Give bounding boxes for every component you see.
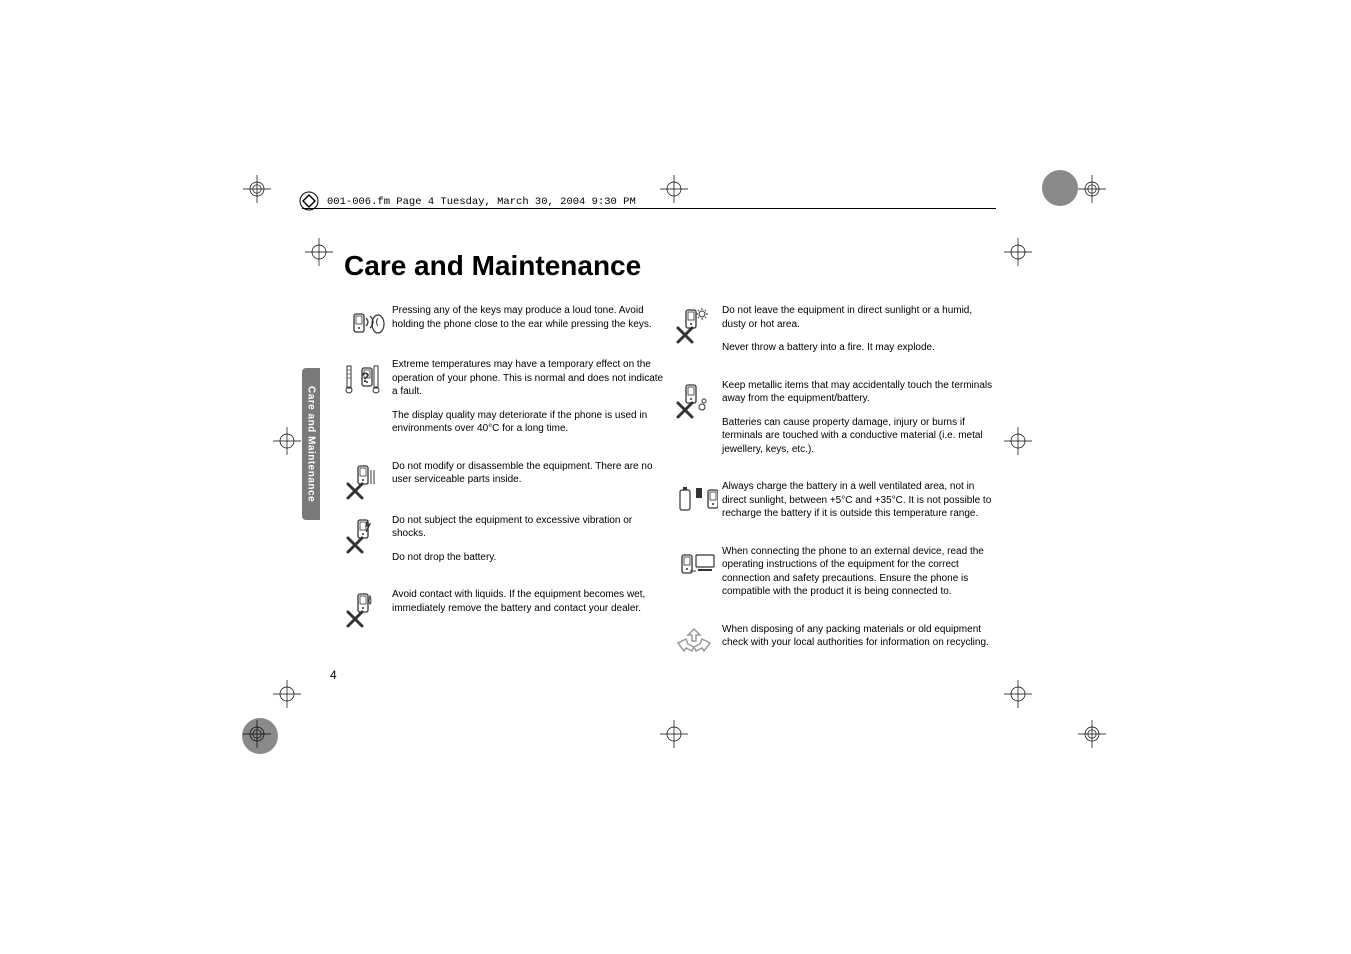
- right-column: Do not leave the equipment in direct sun…: [674, 304, 996, 677]
- care-item-text: Extreme temperatures may have a temporar…: [388, 358, 666, 446]
- care-item-text: Do not subject the equipment to excessiv…: [388, 514, 666, 575]
- care-item: Pressing any of the keys may produce a l…: [344, 304, 666, 344]
- care-item-text: When connecting the phone to an external…: [718, 545, 996, 609]
- grey-dot-icon: [1042, 170, 1078, 206]
- phone-x-shock-icon: [344, 514, 388, 554]
- care-item-paragraph: Do not leave the equipment in direct sun…: [722, 304, 996, 331]
- care-item: Do not modify or disassemble the equipme…: [344, 460, 666, 500]
- left-column: Pressing any of the keys may produce a l…: [344, 304, 666, 677]
- care-item: ? Extreme temperatures may have a tempora…: [344, 358, 666, 446]
- svg-text:?: ?: [361, 369, 370, 385]
- phone-x-disassemble-icon: [344, 460, 388, 500]
- page-title: Care and Maintenance: [344, 250, 996, 282]
- care-item-text: Pressing any of the keys may produce a l…: [388, 304, 666, 341]
- care-item-paragraph: When connecting the phone to an external…: [722, 545, 996, 599]
- thermometer-question-icon: ?: [344, 358, 388, 398]
- care-item-paragraph: Do not subject the equipment to excessiv…: [392, 514, 666, 541]
- registration-mark-icon: [1004, 680, 1032, 708]
- running-header: 001-006.fm Page 4 Tuesday, March 30, 200…: [327, 196, 636, 208]
- phone-x-liquid-icon: [344, 588, 388, 628]
- care-item-paragraph: Pressing any of the keys may produce a l…: [392, 304, 666, 331]
- care-item-paragraph: Avoid contact with liquids. If the equip…: [392, 588, 666, 615]
- care-item-paragraph: When disposing of any packing materials …: [722, 623, 996, 650]
- care-item-paragraph: Extreme temperatures may have a temporar…: [392, 358, 666, 399]
- registration-mark-icon: [1078, 175, 1106, 203]
- registration-mark-icon: [660, 720, 688, 748]
- care-item: Avoid contact with liquids. If the equip…: [344, 588, 666, 628]
- care-item: Do not leave the equipment in direct sun…: [674, 304, 996, 365]
- care-item-text: Avoid contact with liquids. If the equip…: [388, 588, 666, 625]
- care-item: When disposing of any packing materials …: [674, 623, 996, 663]
- care-item: Always charge the battery in a well vent…: [674, 480, 996, 531]
- registration-mark-icon: [1078, 720, 1106, 748]
- care-item-paragraph: Do not drop the battery.: [392, 551, 666, 565]
- care-item-paragraph: The display quality may deteriorate if t…: [392, 409, 666, 436]
- page: 001-006.fm Page 4 Tuesday, March 30, 200…: [0, 0, 1351, 954]
- two-column-layout: Pressing any of the keys may produce a l…: [344, 304, 996, 677]
- registration-mark-icon: [243, 720, 271, 748]
- header-rule: [302, 208, 996, 209]
- care-item-text: Do not modify or disassemble the equipme…: [388, 460, 666, 497]
- care-item-paragraph: Do not modify or disassemble the equipme…: [392, 460, 666, 487]
- care-item-paragraph: Always charge the battery in a well vent…: [722, 480, 996, 521]
- care-item: Do not subject the equipment to excessiv…: [344, 514, 666, 575]
- care-item-paragraph: Batteries can cause property damage, inj…: [722, 416, 996, 457]
- registration-mark-icon: [1004, 427, 1032, 455]
- header-marker-icon: [296, 188, 322, 214]
- phone-ear-sound-icon: [344, 304, 388, 344]
- care-item-text: Do not leave the equipment in direct sun…: [718, 304, 996, 365]
- care-item-text: Keep metallic items that may accidentall…: [718, 379, 996, 467]
- phone-x-metal-icon: [674, 379, 718, 419]
- care-item-paragraph: Never throw a battery into a fire. It ma…: [722, 341, 996, 355]
- content-area: Care and Maintenance Pressing any of the…: [302, 250, 996, 677]
- phone-external-device-icon: [674, 545, 718, 585]
- registration-mark-icon: [243, 175, 271, 203]
- care-item-paragraph: Keep metallic items that may accidentall…: [722, 379, 996, 406]
- care-item: Keep metallic items that may accidentall…: [674, 379, 996, 467]
- care-item: When connecting the phone to an external…: [674, 545, 996, 609]
- care-item-text: When disposing of any packing materials …: [718, 623, 996, 660]
- battery-charge-vent-icon: [674, 480, 718, 520]
- phone-x-sun-icon: [674, 304, 718, 344]
- registration-mark-icon: [273, 680, 301, 708]
- registration-mark-icon: [660, 175, 688, 203]
- registration-mark-icon: [1004, 238, 1032, 266]
- recycle-icon: [674, 623, 718, 663]
- care-item-text: Always charge the battery in a well vent…: [718, 480, 996, 531]
- registration-mark-icon: [273, 427, 301, 455]
